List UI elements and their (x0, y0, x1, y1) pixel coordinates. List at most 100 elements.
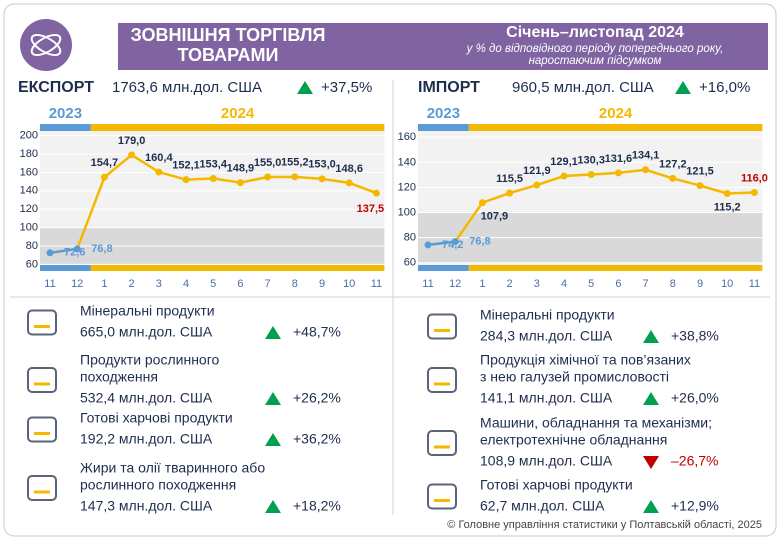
x-tick-label: 5 (210, 278, 216, 290)
trend-arrow (643, 456, 659, 469)
note: у % до відповідного періоду попереднього… (466, 43, 724, 55)
x-tick-label: 6 (615, 278, 621, 290)
y-tick-label: 140 (20, 185, 38, 197)
x-tick-label: 6 (237, 278, 243, 290)
x-tick-label: 9 (319, 278, 325, 290)
product-change: +26,2% (293, 390, 341, 406)
year-label: 2024 (599, 105, 633, 122)
point (264, 173, 272, 181)
value-label: 152,1 (172, 160, 200, 172)
y-tick-label: 120 (398, 181, 416, 193)
trend-arrow (265, 326, 281, 339)
logo-orbit (30, 33, 62, 57)
product-name: Мінеральні продукти (480, 307, 615, 323)
point (750, 188, 758, 196)
point (372, 189, 380, 197)
product-change: +18,2% (293, 498, 341, 514)
value-label: 116,0 (741, 172, 768, 184)
value-label: 155,2 (281, 157, 309, 169)
point (291, 173, 299, 181)
value-label: 107,9 (481, 211, 509, 223)
panel-label: ІМПОРТ (418, 79, 480, 96)
panel-amount: 1763,6 млн.дол. США (112, 79, 262, 96)
line (76, 153, 377, 250)
period: Січень–листопад 2024 (506, 24, 684, 41)
icon (427, 430, 457, 456)
trend-arrow (643, 330, 659, 343)
x-tick-label: 2 (129, 278, 135, 290)
value-label: 155,0 (254, 157, 282, 169)
icon (427, 367, 457, 393)
point (209, 174, 217, 182)
logo-orbit (30, 33, 62, 57)
product-change: +38,8% (671, 328, 719, 344)
trend-arrow (265, 500, 281, 513)
x-tick-label: 12 (449, 278, 461, 290)
point (669, 174, 677, 182)
panel-change: +16,0% (699, 79, 750, 96)
panel-label: ЕКСПОРТ (18, 79, 94, 96)
value-label: 134,1 (632, 150, 660, 162)
title: ТОВАРАМИ (177, 45, 278, 65)
point (73, 245, 81, 253)
value-label: 154,7 (91, 157, 119, 169)
x-tick-label: 8 (670, 278, 676, 290)
x-tick-label: 8 (292, 278, 298, 290)
panel-amount: 960,5 млн.дол. США (512, 79, 654, 96)
icon (427, 313, 457, 340)
value-label: 115,5 (496, 173, 523, 185)
x-tick-label: 10 (343, 278, 355, 290)
trend-arrow (675, 81, 691, 94)
year-band (40, 124, 91, 131)
x-tick-label: 11 (44, 278, 55, 290)
product-name: Машини, обладнання та механізми; (480, 415, 712, 431)
point (723, 189, 731, 197)
point (451, 238, 459, 246)
point (345, 179, 353, 187)
x-tick-label: 7 (643, 278, 649, 290)
y-tick-label: 180 (20, 148, 38, 160)
line (49, 247, 78, 255)
x-tick-label: 1 (479, 278, 485, 290)
product-name: Готові харчові продукти (480, 477, 633, 493)
x-tick-label: 9 (697, 278, 703, 290)
product-change: +48,7% (293, 324, 341, 340)
point (506, 189, 514, 197)
value-label: 153,0 (308, 159, 336, 171)
y-tick-label: 80 (404, 232, 416, 244)
x-tick-label: 4 (183, 278, 189, 290)
point (155, 168, 163, 176)
x-tick-label: 1 (101, 278, 107, 290)
product-amount: 284,3 млн.дол. США (480, 328, 613, 344)
x-tick-label: 10 (721, 278, 733, 290)
note: наростаючим підсумком (529, 55, 662, 67)
y-tick-label: 60 (26, 258, 38, 270)
product-amount: 665,0 млн.дол. США (80, 324, 213, 340)
year-band (468, 124, 763, 131)
product-name: з нею галузей промисловості (480, 369, 669, 385)
trend-arrow (643, 500, 659, 513)
value-label: 148,9 (227, 163, 255, 175)
value-label: 179,0 (118, 135, 146, 147)
icon (427, 483, 457, 510)
point (642, 166, 650, 174)
value-label: 148,6 (335, 163, 363, 175)
y-tick-label: 80 (26, 240, 38, 252)
icon (27, 475, 57, 501)
year-band (90, 124, 385, 131)
point (100, 173, 108, 181)
icon (27, 309, 57, 336)
y-tick-label: 160 (20, 166, 38, 178)
x-tick-label: 11 (749, 278, 760, 290)
x-tick-label: 11 (422, 278, 433, 290)
product-amount: 192,2 млн.дол. США (80, 431, 213, 447)
point (696, 182, 704, 190)
product-amount: 62,7 млн.дол. США (480, 498, 605, 514)
product-name: Мінеральні продукти (80, 303, 215, 319)
value-label: 121,9 (523, 165, 551, 177)
product-change: –26,7% (671, 453, 718, 469)
y-tick-label: 200 (20, 130, 38, 142)
value-label: 137,5 (357, 203, 385, 215)
point (182, 176, 190, 184)
x-tick-label: 11 (371, 278, 382, 290)
